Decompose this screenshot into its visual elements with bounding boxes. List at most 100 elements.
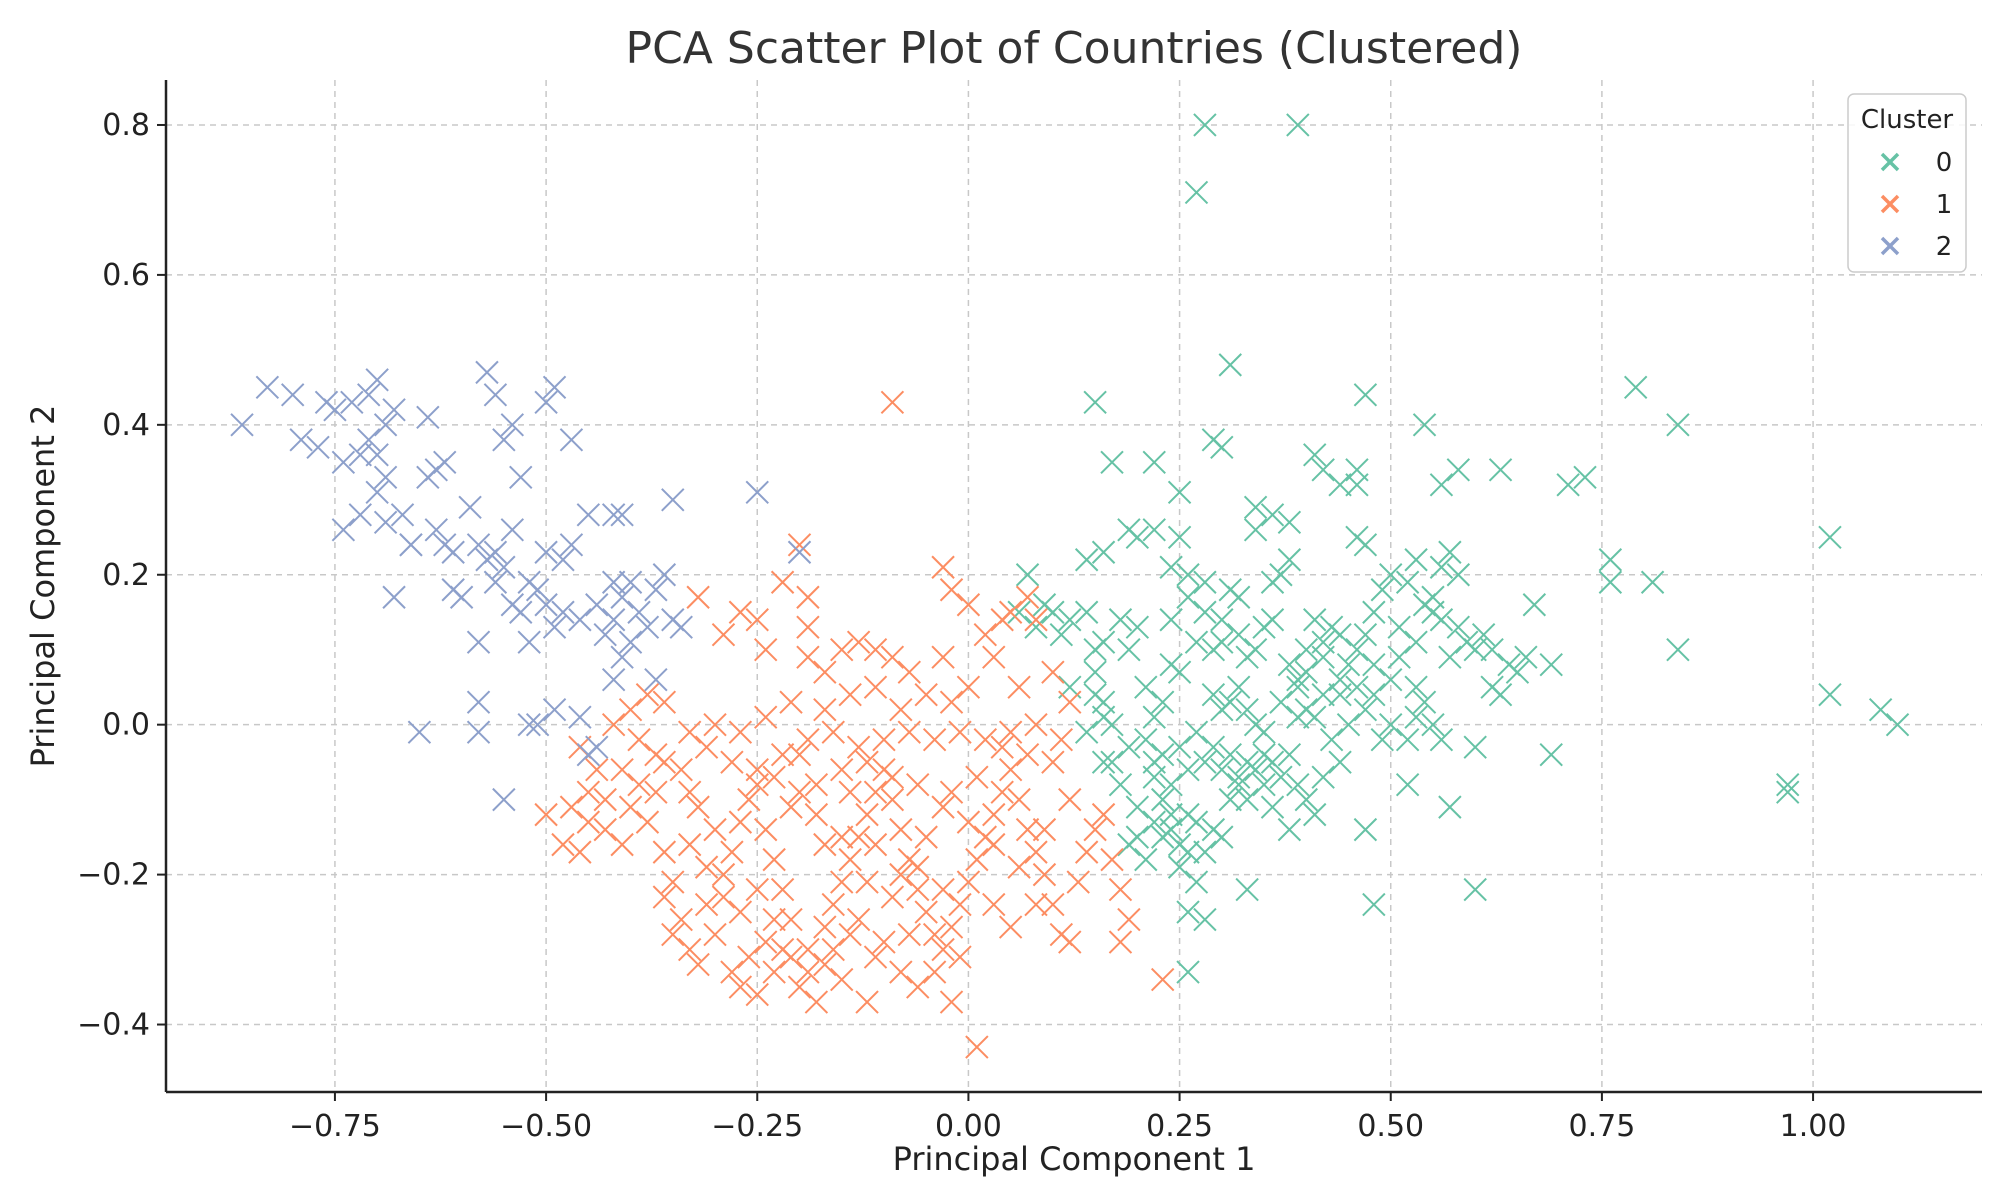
legend-label: 2: [1936, 232, 1953, 262]
cluster-1-point: [796, 615, 820, 639]
cluster-0-point: [1159, 772, 1183, 797]
cluster-1-point: [872, 727, 896, 752]
cluster-1-point: [846, 825, 871, 849]
cluster-0-point: [1193, 840, 1217, 864]
cluster-0-point: [1311, 458, 1335, 482]
cluster-0-point: [1277, 653, 1302, 677]
ticks-layer: −0.75 −0.50 −0.25 0.00 0.25 0.50 0.75 1.00 −0.4 −…: [77, 108, 1846, 1144]
cluster-1-point: [1083, 817, 1107, 842]
cluster-0-point: [1184, 870, 1209, 894]
cluster-1-point: [821, 892, 845, 917]
cluster-1-point: [897, 660, 922, 684]
cluster-1-point: [1032, 862, 1057, 887]
x-tick-label: −0.75: [289, 1109, 381, 1144]
cluster-0-point: [1176, 585, 1200, 609]
cluster-0-point: [1210, 757, 1234, 782]
cluster-1-point: [534, 802, 558, 827]
cluster-1-point: [914, 682, 938, 707]
cluster-1-point: [973, 623, 998, 647]
cluster-0-point: [1176, 840, 1200, 864]
cluster-2-point: [280, 383, 305, 407]
legend-entry-0[interactable]: 0: [1880, 148, 1952, 178]
cluster-0-point: [1176, 960, 1200, 984]
cluster-1-point: [618, 795, 643, 819]
x-tick-label: 0.25: [1146, 1109, 1213, 1144]
cluster-0-point: [1522, 593, 1547, 617]
cluster-0-point: [1446, 458, 1471, 482]
legend-entry-2[interactable]: 2: [1880, 232, 1953, 262]
cluster-0-point: [1370, 727, 1395, 752]
cluster-1-point: [846, 907, 871, 932]
cluster-1-point: [813, 697, 837, 722]
cluster-0-point: [1379, 712, 1403, 737]
cluster-2-point: [365, 443, 389, 467]
cluster-1-point: [897, 720, 922, 744]
cluster-1-point: [998, 720, 1023, 744]
cluster-1-point: [661, 922, 685, 947]
cluster-1-point: [1058, 690, 1082, 714]
cluster-1-point: [1074, 840, 1099, 864]
cluster-0-point: [1328, 623, 1352, 647]
cluster-2-point: [652, 563, 677, 587]
cluster-0-point: [1235, 645, 1259, 669]
cluster-0-point: [1818, 682, 1842, 707]
cluster-2-point: [458, 495, 482, 519]
cluster-1-point: [627, 727, 651, 752]
legend-marker: [1880, 236, 1900, 256]
cluster-1-point: [821, 937, 845, 962]
legend[interactable]: Cluster 0 1 2: [1847, 93, 1967, 273]
cluster-2-point: [542, 697, 567, 722]
cluster-0-point: [1184, 180, 1209, 205]
cluster-1-point: [576, 780, 601, 804]
cluster-1-point: [922, 727, 947, 752]
cluster-0-point: [1539, 653, 1563, 677]
cluster-2-point: [576, 503, 601, 527]
cluster-1-point: [1007, 675, 1031, 699]
cluster-0-point: [1150, 742, 1175, 767]
cluster-1-point: [762, 847, 786, 872]
cluster-0-point: [1336, 712, 1361, 737]
cluster-1-point: [922, 922, 947, 947]
cluster-2-point: [500, 413, 525, 437]
cluster-1-point: [965, 765, 989, 789]
cluster-0-point: [1167, 855, 1192, 879]
cluster-0-point: [1286, 675, 1310, 699]
cluster-1-point: [965, 847, 989, 872]
legend-entry-1[interactable]: 1: [1880, 190, 1952, 220]
cluster-2-point: [509, 465, 533, 490]
cluster-1-point: [737, 945, 761, 969]
cluster-1-point: [813, 832, 837, 857]
cluster-2-point: [534, 390, 558, 415]
cluster-2-point: [601, 503, 626, 527]
cluster-0-point: [1176, 900, 1200, 924]
cluster-1-point: [863, 832, 888, 857]
cluster-1-point: [906, 877, 930, 902]
legend-title: Cluster: [1861, 105, 1954, 135]
cluster-0-point: [1480, 638, 1504, 662]
cluster-0-point: [1345, 473, 1369, 497]
cluster-1-point: [686, 585, 710, 609]
cluster-1-point: [889, 960, 913, 984]
cluster-0-point: [1218, 787, 1242, 812]
cluster-1-point: [889, 862, 913, 887]
cluster-0-point: [1868, 697, 1893, 722]
cluster-1-point: [753, 817, 778, 842]
cluster-2-point: [373, 510, 398, 534]
cluster-1-point: [745, 608, 769, 632]
cluster-2-point: [466, 630, 491, 654]
cluster-1-point: [1100, 847, 1124, 872]
cluster-1-point: [948, 945, 972, 969]
cluster-0-point: [1311, 765, 1335, 789]
cluster-0-point: [1463, 735, 1487, 759]
cluster-0-point: [1421, 585, 1445, 609]
cluster-1-point: [694, 855, 719, 879]
cluster-2-point: [449, 585, 474, 609]
cluster-1-point: [948, 720, 972, 744]
cluster-1-point: [838, 780, 862, 804]
cluster-2-point: [644, 578, 668, 602]
series-1-points: [534, 390, 1175, 1059]
cluster-0-point: [1252, 720, 1276, 744]
cluster-1-point: [990, 735, 1014, 759]
cluster-0-point: [1885, 712, 1910, 737]
